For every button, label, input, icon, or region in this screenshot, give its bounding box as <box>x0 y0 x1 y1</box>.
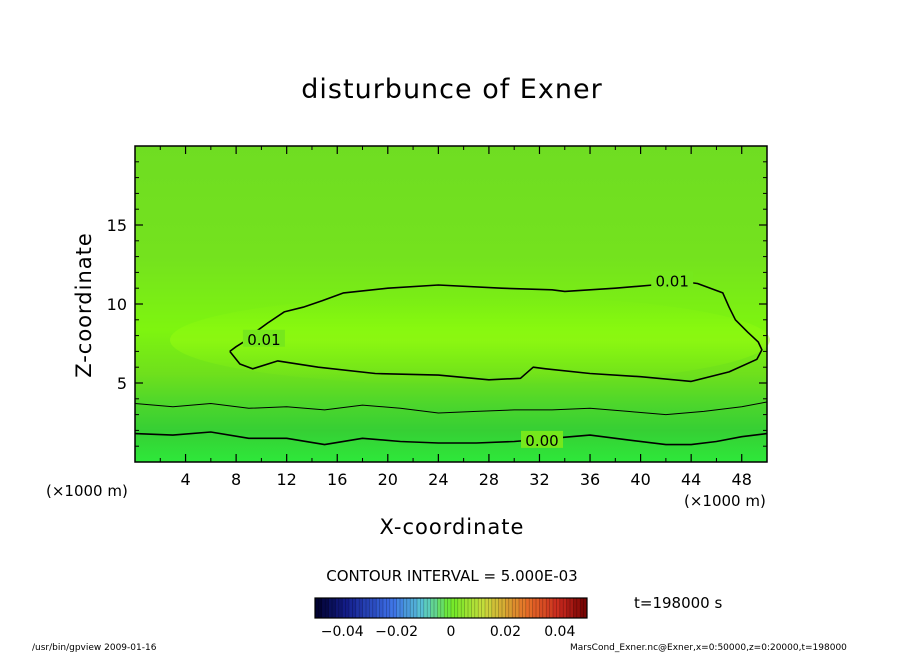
x-tick-label-4: 20 <box>378 470 398 489</box>
contour-label-bg-0 <box>521 430 564 448</box>
x-tick-label-11: 48 <box>732 470 752 489</box>
colorbar-cell <box>457 598 466 618</box>
time-label: t=198000 s <box>634 594 723 612</box>
colorbar-cell <box>580 598 588 618</box>
x-tick-label-7: 32 <box>529 470 549 489</box>
contour-line-2 <box>229 276 763 383</box>
colorbar-cell <box>342 598 350 618</box>
field-maximum-band <box>170 295 770 385</box>
colorbar-cell <box>519 598 527 618</box>
colorbar-tick-label-4: 0.04 <box>544 624 575 640</box>
y-tick-label-1: 10 <box>107 295 127 314</box>
colorbar-tick-label-3: 0.02 <box>490 624 521 640</box>
colorbar-cell <box>478 598 486 618</box>
colorbar-cell <box>471 598 479 618</box>
footer-right: MarsCond_Exner.nc@Exner,x=0:50000,z=0:20… <box>570 643 847 653</box>
colorbar-cell <box>437 598 445 618</box>
colorbar-cell <box>532 598 540 618</box>
x-tick-label-5: 24 <box>428 470 448 489</box>
colorbar-cell <box>389 598 398 618</box>
chart-title: disturbunce of Exner <box>301 74 603 105</box>
x-tick-label-2: 12 <box>277 470 297 489</box>
y-axis-label: Z-coordinate <box>72 232 96 378</box>
colorbar-cell <box>444 598 452 618</box>
colorbar-cell <box>417 598 425 618</box>
contour-label-2: 0.01 <box>247 331 280 349</box>
colorbar-cell <box>464 598 472 618</box>
colorbar-cell <box>369 598 377 618</box>
colorbar-cell <box>539 598 547 618</box>
colorbar-cell <box>491 598 500 618</box>
colorbar-cell <box>355 598 364 618</box>
colorbar-cell <box>349 598 357 618</box>
colorbar-tick-label-0: −0.04 <box>321 624 364 640</box>
colorbar-tick-label-1: −0.02 <box>375 624 418 640</box>
colorbar-cell <box>553 598 561 618</box>
colorbar-cell <box>485 598 493 618</box>
colorbar-tick-label-2: 0 <box>447 624 456 640</box>
x-tick-label-8: 36 <box>580 470 600 489</box>
y-tick-label-2: 15 <box>107 216 127 235</box>
colorbar-cell <box>451 598 459 618</box>
colorbar-cell <box>328 598 336 618</box>
colorbar-cell <box>321 598 330 618</box>
colorbar-cell <box>505 598 513 618</box>
colorbar-cell <box>430 598 438 618</box>
colorbar-cell <box>573 598 581 618</box>
contour-label-bg-2 <box>242 329 285 347</box>
x-axis-label: X-coordinate <box>379 515 525 539</box>
x-tick-label-10: 44 <box>681 470 701 489</box>
colorbar-cell <box>512 598 520 618</box>
colorbar-cell <box>362 598 370 618</box>
colorbar-cell <box>410 598 418 618</box>
colorbar-cell <box>566 598 574 618</box>
x-tick-label-0: 4 <box>180 470 190 489</box>
x-unit-label-right: (×1000 m) <box>684 492 766 510</box>
colorbar-cell <box>335 598 343 618</box>
contour-line-0 <box>134 431 768 446</box>
x-unit-label-left: (×1000 m) <box>46 482 128 500</box>
colorbar-cell <box>396 598 404 618</box>
colorbar-cell <box>546 598 554 618</box>
contour-label-0: 0.00 <box>525 432 558 450</box>
colorbar-frame <box>314 597 588 619</box>
colorbar-cell <box>498 598 506 618</box>
colorbar-cell <box>559 598 568 618</box>
contour-interval-label: CONTOUR INTERVAL = 5.000E-03 <box>326 567 578 585</box>
x-tick-label-3: 16 <box>327 470 347 489</box>
colorbar-cell <box>376 598 384 618</box>
contour-label-1: 0.01 <box>655 272 688 290</box>
colorbar-cell <box>315 598 323 618</box>
contour-label-bg-1 <box>651 271 694 289</box>
x-tick-label-9: 40 <box>630 470 650 489</box>
colorbar-cell <box>423 598 432 618</box>
colorbar-cell <box>403 598 411 618</box>
y-tick-label-0: 5 <box>117 374 127 393</box>
colorbar-cell <box>525 598 534 618</box>
footer-left: /usr/bin/gpview 2009-01-16 <box>32 643 157 653</box>
x-tick-label-1: 8 <box>231 470 241 489</box>
contour-line-1 <box>134 401 768 416</box>
x-tick-label-6: 28 <box>479 470 499 489</box>
colorbar-cell <box>383 598 391 618</box>
